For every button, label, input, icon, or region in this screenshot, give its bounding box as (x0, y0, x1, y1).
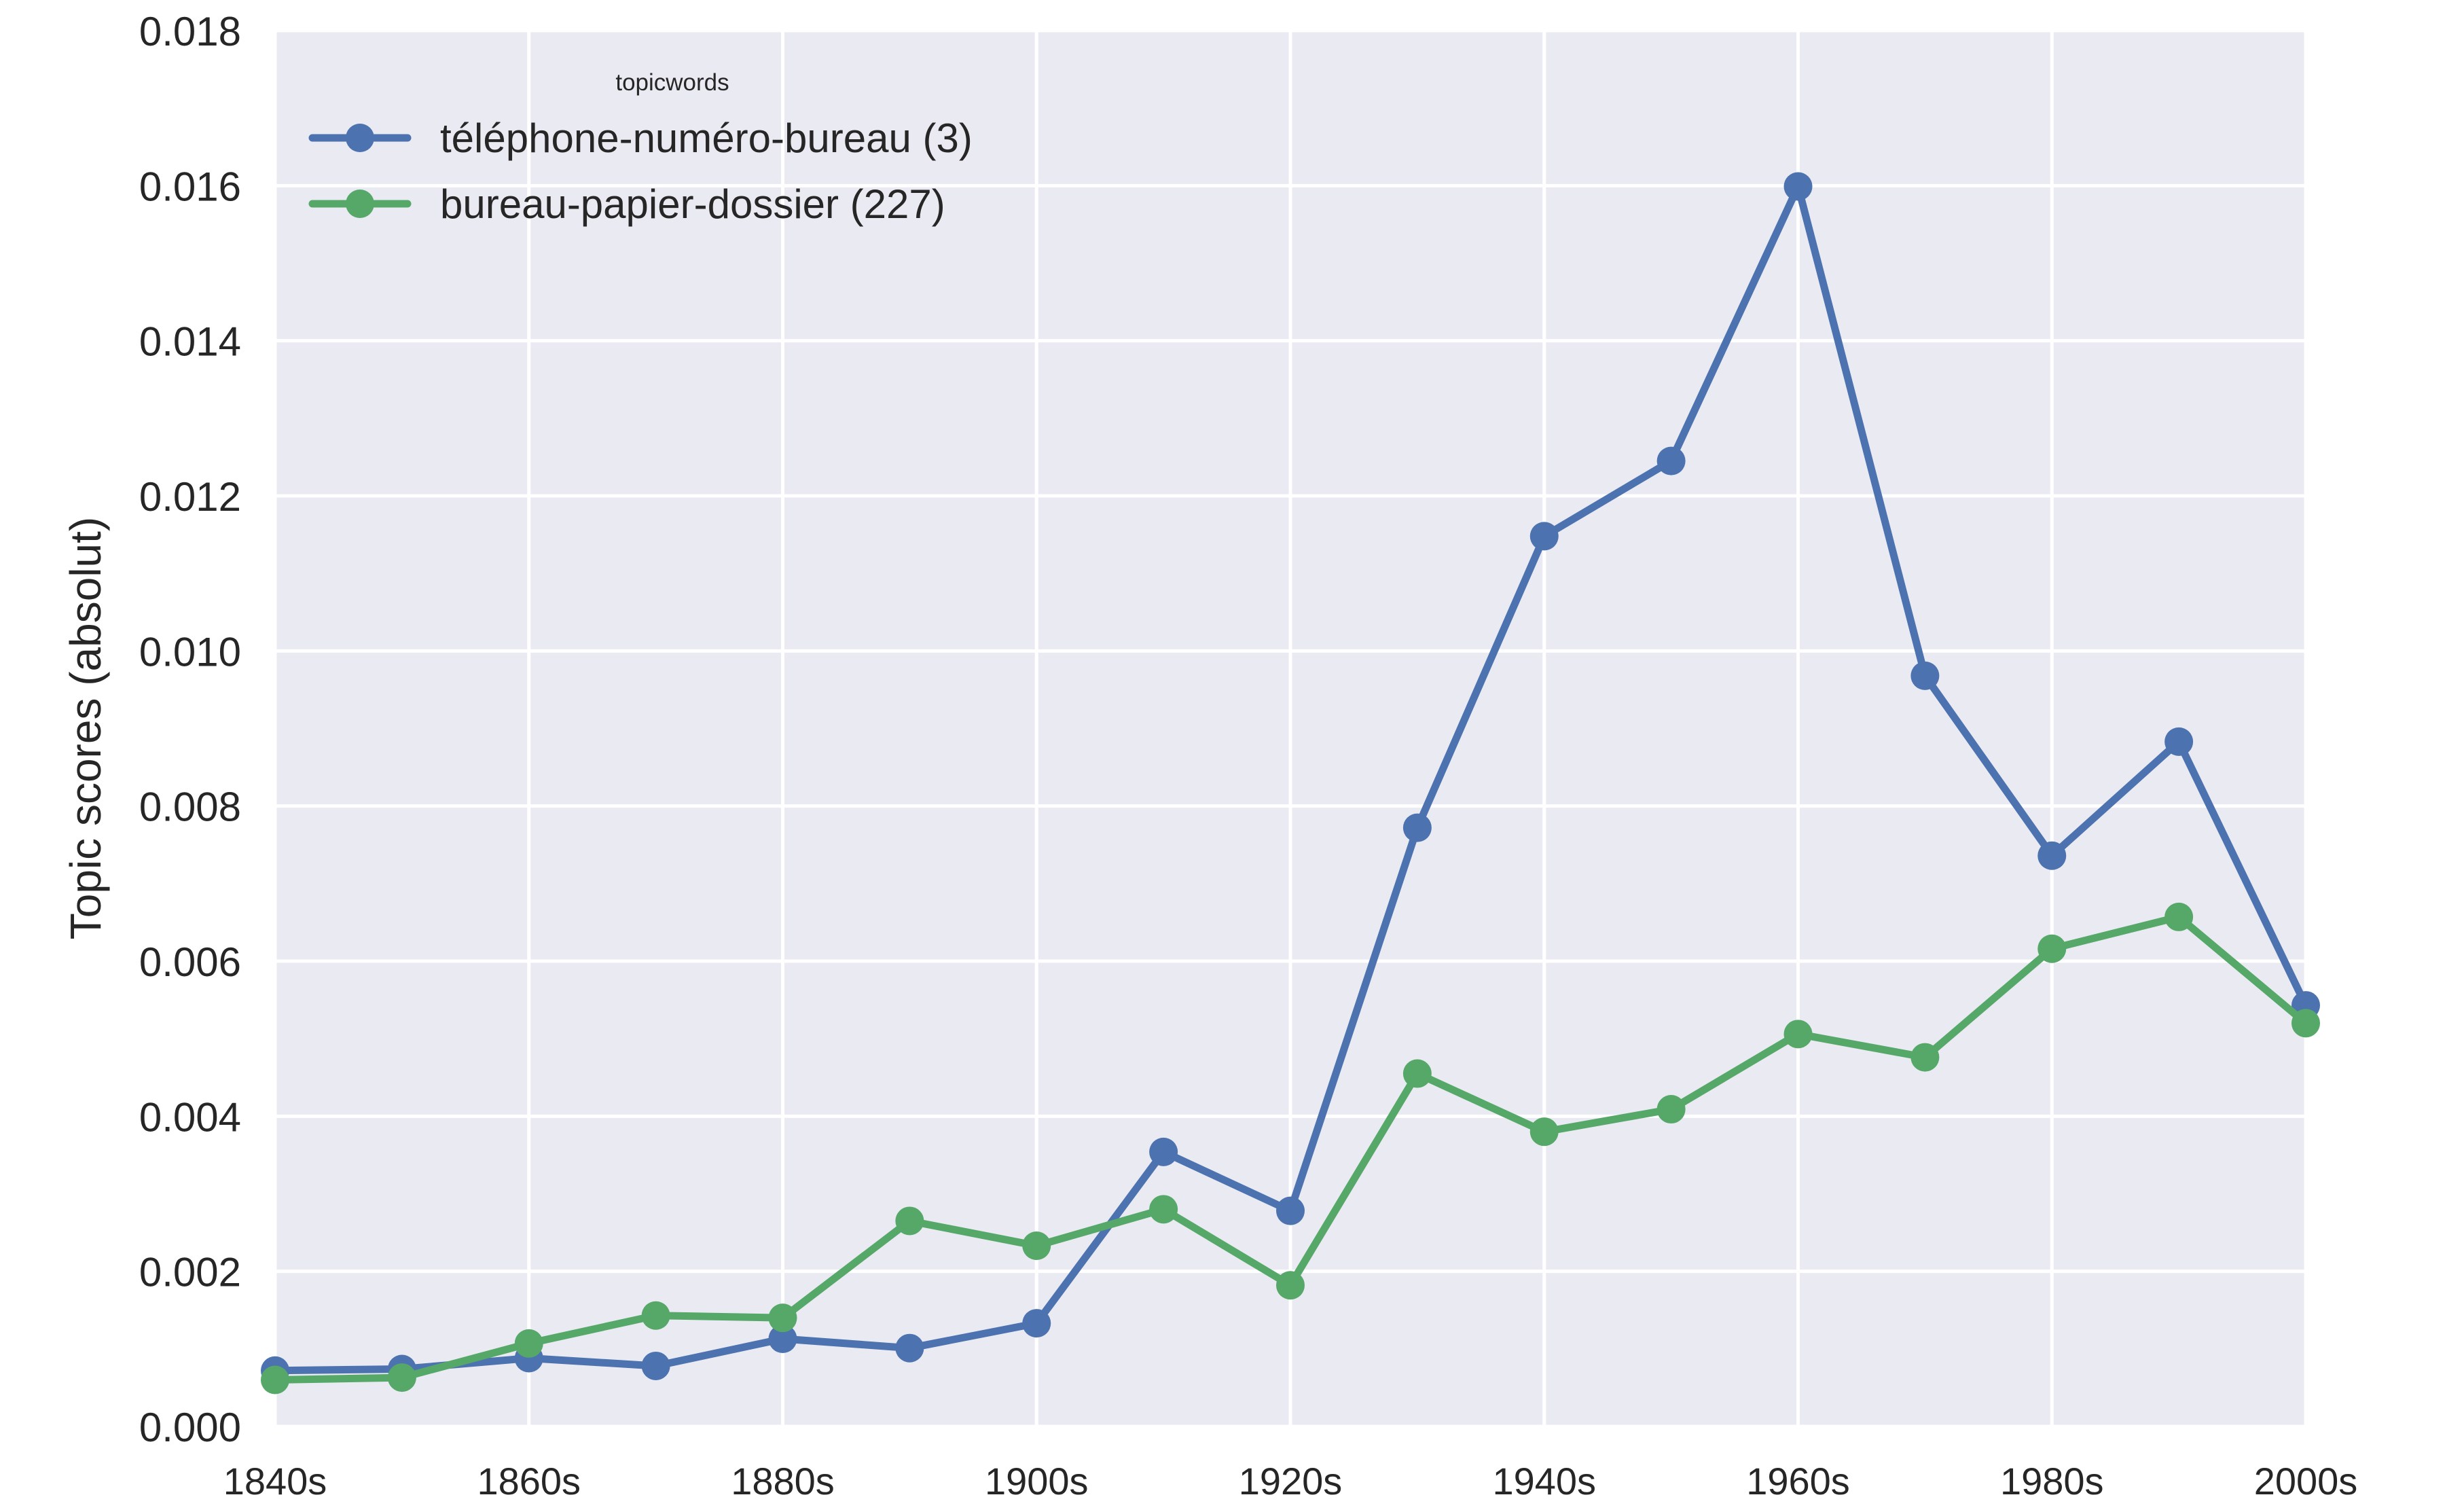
x-tick-label: 1880s (731, 1460, 835, 1502)
data-point (1910, 661, 1940, 690)
series-layer (261, 172, 2320, 1394)
legend-marker (346, 190, 374, 218)
data-point (2164, 727, 2194, 756)
legend-item: téléphone-numéro-bureau (3) (308, 115, 973, 161)
x-tick-label: 1920s (1239, 1460, 1343, 1502)
data-point (1402, 1059, 1432, 1088)
data-point (2037, 934, 2067, 963)
data-point (895, 1333, 924, 1363)
data-point (1783, 172, 1813, 201)
data-point (1783, 1020, 1813, 1049)
data-point (1402, 813, 1432, 842)
data-point (641, 1301, 670, 1330)
data-point (1529, 1117, 1559, 1147)
y-tick-labels: 0.000 0.002 0.004 0.006 0.008 0.010 0.012 0.014… (139, 9, 241, 1450)
grid-lines (273, 29, 2308, 1428)
data-point (514, 1329, 543, 1358)
y-tick-label: 0.006 (139, 939, 241, 985)
y-tick-label: 0.012 (139, 474, 241, 520)
y-tick-label: 0.018 (139, 9, 241, 54)
y-tick-label: 0.014 (139, 319, 241, 365)
legend-item: bureau-papier-dossier (227) (308, 181, 945, 227)
data-point (1022, 1231, 1051, 1260)
data-point (1276, 1271, 1305, 1300)
y-tick-label: 0.002 (139, 1250, 241, 1295)
data-point (1022, 1309, 1051, 1338)
legend-marker (346, 124, 374, 152)
data-point (641, 1351, 670, 1380)
legend-label: bureau-papier-dossier (227) (440, 181, 945, 227)
y-tick-label: 0.010 (139, 629, 241, 674)
data-point (895, 1206, 924, 1236)
data-point (1910, 1043, 1940, 1072)
data-point (1276, 1196, 1305, 1225)
y-tick-label: 0.008 (139, 785, 241, 830)
x-tick-labels: 1840s 1860s 1880s 1900s 1920s 1940s 1960s 1980s… (223, 1460, 2358, 1502)
data-point (1149, 1195, 1178, 1224)
data-point (1656, 446, 1686, 475)
data-point (1149, 1137, 1178, 1166)
data-point (768, 1303, 797, 1333)
data-point (1529, 522, 1559, 551)
legend-items: téléphone-numéro-bureau (3) bureau-papier… (308, 115, 973, 227)
y-tick-label: 0.004 (139, 1094, 241, 1140)
x-tick-label: 1980s (2000, 1460, 2104, 1502)
legend-label: téléphone-numéro-bureau (3) (440, 115, 973, 161)
data-point (2037, 841, 2067, 870)
data-point (768, 1324, 797, 1353)
data-point (387, 1363, 416, 1392)
data-point (261, 1365, 289, 1394)
data-point (2164, 902, 2194, 931)
x-tick-label: 1860s (477, 1460, 581, 1502)
legend-title: topicwords (615, 69, 729, 96)
y-axis-label: Topic scores (absolut) (61, 517, 110, 939)
x-tick-label: 1940s (1492, 1460, 1596, 1502)
data-point (1656, 1095, 1686, 1124)
legend: topicwords téléphone-numéro-bureau (3) bu… (308, 69, 973, 227)
y-tick-label: 0.000 (139, 1405, 241, 1450)
x-tick-label: 1840s (223, 1460, 327, 1502)
x-tick-label: 1900s (985, 1460, 1089, 1502)
data-point (2291, 1009, 2320, 1038)
x-tick-label: 1960s (1746, 1460, 1850, 1502)
series-2 (261, 902, 2320, 1394)
y-tick-label: 0.016 (139, 164, 241, 209)
x-tick-label: 2000s (2254, 1460, 2358, 1502)
